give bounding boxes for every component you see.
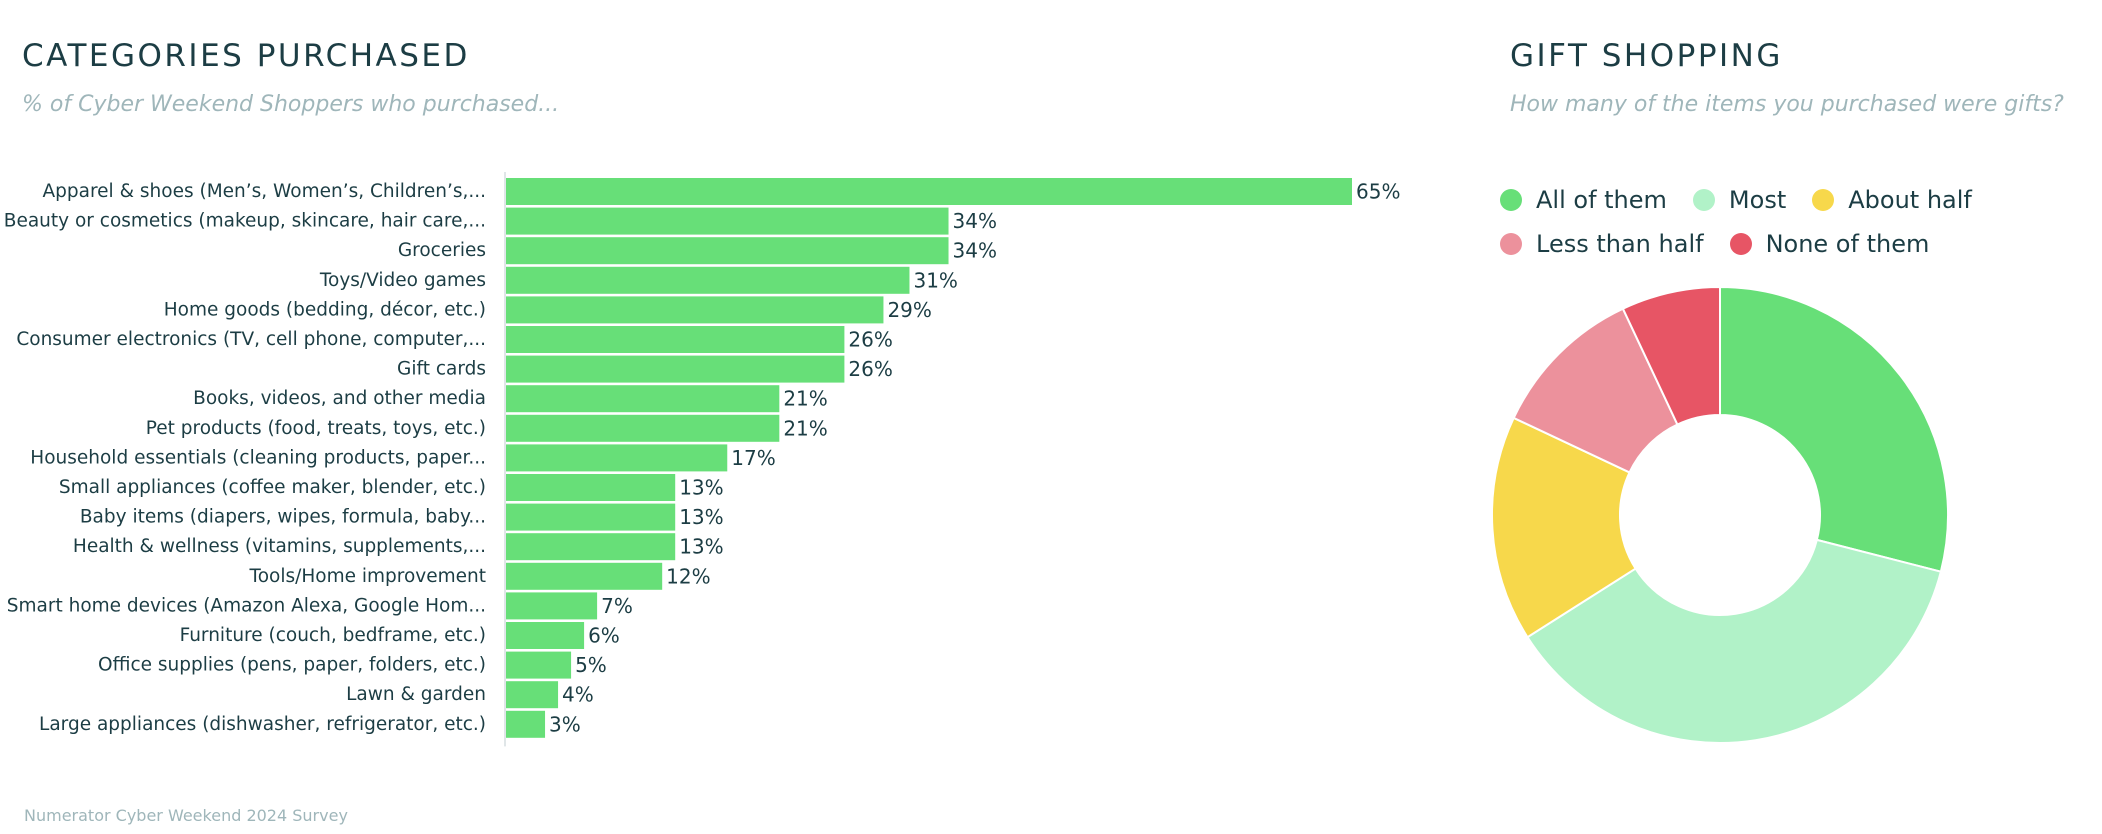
donut-chart xyxy=(1491,285,1949,744)
bar-value-label: 26% xyxy=(848,357,892,381)
category-label: Lawn & garden xyxy=(346,684,486,705)
bar-value-label: 5% xyxy=(575,653,607,677)
category-label: Furniture (couch, bedframe, etc.) xyxy=(180,625,486,646)
category-label: Gift cards xyxy=(397,359,486,380)
bar xyxy=(506,326,845,353)
bar-value-label: 13% xyxy=(679,505,723,529)
bar xyxy=(506,503,676,531)
bar-value-label: 34% xyxy=(953,239,997,263)
legend-label: Most xyxy=(1728,186,1787,214)
donut-chart-subtitle: How many of the items you purchased were… xyxy=(1510,92,2064,117)
bar-chart-subtitle: % of Cyber Weekend Shoppers who purchase… xyxy=(22,92,560,117)
donut-legend: All of them Most About half Less than half N… xyxy=(1500,178,2060,266)
bar-value-label: 21% xyxy=(783,387,827,411)
category-label: Office supplies (pens, paper, folders, e… xyxy=(98,655,486,676)
legend-swatch xyxy=(1500,233,1522,255)
bar-value-label: 3% xyxy=(549,712,581,736)
bar xyxy=(506,562,663,590)
bar xyxy=(506,651,572,679)
legend-item: Most xyxy=(1692,186,1787,214)
category-label: Small appliances (coffee maker, blender,… xyxy=(59,477,486,498)
category-label: Toys/Video games xyxy=(319,270,486,291)
bar xyxy=(506,444,728,472)
legend-label: All of them xyxy=(1536,186,1667,214)
bar xyxy=(506,681,559,709)
bar-value-label: 13% xyxy=(679,476,723,500)
bar-value-label: 26% xyxy=(848,328,892,352)
category-label: Household essentials (cleaning products,… xyxy=(30,447,486,468)
bar-value-label: 65% xyxy=(1356,180,1400,204)
bar-value-label: 4% xyxy=(562,683,594,707)
category-label: Groceries xyxy=(398,240,486,261)
bar-value-label: 13% xyxy=(679,535,723,559)
category-label: Books, videos, and other media xyxy=(193,388,486,409)
bar xyxy=(506,237,949,265)
bar-value-label: 12% xyxy=(666,564,710,588)
bar xyxy=(506,414,780,442)
category-label: Home goods (bedding, décor, etc.) xyxy=(164,299,486,320)
legend-item: Less than half xyxy=(1500,230,1704,258)
donut-slice xyxy=(1719,285,1949,573)
category-label: Health & wellness (vitamins, supplements… xyxy=(73,536,486,557)
legend-swatch xyxy=(1692,189,1715,211)
legend-item: None of them xyxy=(1729,230,1930,258)
bar xyxy=(506,385,780,413)
donut-slice xyxy=(1526,538,1943,744)
bar xyxy=(506,710,546,738)
donut-slice xyxy=(1491,416,1637,639)
bar-value-label: 29% xyxy=(887,298,931,322)
bar-value-label: 31% xyxy=(913,268,957,292)
legend-item: All of them xyxy=(1500,186,1667,214)
legend-swatch xyxy=(1500,189,1522,211)
bar-value-label: 17% xyxy=(731,446,775,470)
legend-swatch xyxy=(1812,189,1835,211)
category-label: Apparel & shoes (Men’s, Women’s, Childre… xyxy=(43,181,487,202)
legend-label: None of them xyxy=(1765,230,1930,258)
bar xyxy=(506,592,598,620)
bar xyxy=(506,355,845,383)
legend-label: About half xyxy=(1848,186,1972,214)
bar-value-label: 7% xyxy=(601,594,633,618)
bar xyxy=(506,266,910,294)
category-label: Beauty or cosmetics (makeup, skincare, h… xyxy=(4,211,486,232)
legend-row: Less than half None of them xyxy=(1500,222,2060,266)
legend-swatch xyxy=(1729,233,1752,255)
category-label: Consumer electronics (TV, cell phone, co… xyxy=(16,329,486,350)
legend-label: Less than half xyxy=(1536,230,1704,258)
bar xyxy=(506,474,676,501)
bar xyxy=(506,533,676,561)
donut-slice xyxy=(1621,285,1721,426)
legend-item: About half xyxy=(1812,186,1972,214)
legend-row: All of them Most About half xyxy=(1500,178,2060,222)
bar xyxy=(506,296,884,324)
bar xyxy=(506,178,1352,205)
bar-value-label: 34% xyxy=(953,209,997,233)
category-label: Baby items (diapers, wipes, formula, bab… xyxy=(80,507,486,528)
donut-chart-title: GIFT SHOPPING xyxy=(1510,38,1783,74)
source-footer: Numerator Cyber Weekend 2024 Survey xyxy=(24,806,348,825)
bar-value-label: 6% xyxy=(588,624,620,648)
category-label: Smart home devices (Amazon Alexa, Google… xyxy=(7,595,486,616)
bar xyxy=(506,622,585,649)
bar xyxy=(506,207,949,235)
bar-value-label: 21% xyxy=(783,416,827,440)
category-label: Pet products (food, treats, toys, etc.) xyxy=(146,418,486,439)
category-label: Large appliances (dishwasher, refrigerat… xyxy=(39,714,486,735)
category-label: Tools/Home improvement xyxy=(249,566,486,587)
bar-chart-title: CATEGORIES PURCHASED xyxy=(22,38,470,74)
bar-chart: Apparel & shoes (Men’s, Women’s, Childre… xyxy=(4,172,1400,747)
